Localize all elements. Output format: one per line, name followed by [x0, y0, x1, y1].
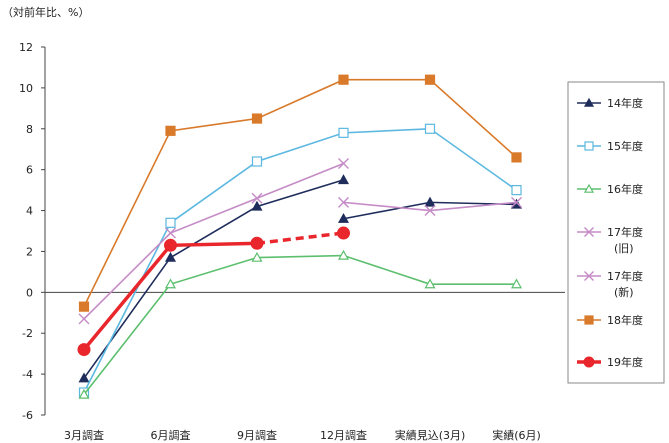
x-tick-label: 9月調査 [237, 428, 277, 442]
data-point [165, 217, 176, 228]
data-point [583, 183, 595, 193]
y-tick-label: 2 [26, 245, 33, 258]
data-point [164, 278, 177, 289]
legend-label: 14年度 [607, 96, 643, 110]
data-point [584, 315, 594, 325]
data-point [251, 156, 263, 167]
legend-label: 17年度 [607, 225, 643, 239]
series-1 [78, 123, 522, 398]
series-line [83, 127, 517, 393]
data-point [424, 205, 436, 217]
data-point [251, 251, 263, 262]
data-point [424, 278, 436, 289]
y-tick-label: 4 [26, 205, 33, 218]
data-point [164, 251, 177, 262]
data-point [250, 236, 264, 250]
data-point [583, 97, 595, 107]
data-point [78, 313, 90, 325]
data-point [78, 372, 90, 383]
data-point [251, 113, 263, 124]
data-point [251, 200, 263, 211]
data-point [511, 196, 522, 208]
data-point [338, 158, 349, 170]
legend-label: 18年度 [607, 313, 643, 327]
data-point-stroke [338, 158, 349, 170]
data-point [511, 185, 522, 196]
series-line-dashed [256, 231, 344, 246]
data-point [424, 123, 436, 134]
legend-label-sub: (旧) [614, 242, 634, 255]
series-line [83, 179, 344, 379]
data-point-stroke [251, 192, 263, 204]
y-tick-label: 6 [26, 164, 33, 177]
data-point [78, 301, 90, 312]
data-point [583, 356, 595, 368]
data-point [165, 227, 176, 239]
series-line [83, 254, 517, 396]
unit-label: （対前年比、%） [2, 5, 89, 19]
legend: 14年度 15年度 16年度 17年度 (旧) 17年度 (新) 18年度 19年度 [567, 81, 665, 384]
plot-area [77, 74, 523, 399]
data-point-stroke [78, 313, 90, 325]
series-4 [78, 158, 349, 325]
data-point [77, 343, 91, 357]
series-0 [78, 174, 523, 383]
data-point [511, 152, 522, 163]
data-point [165, 125, 176, 136]
data-point [424, 74, 436, 85]
y-tick-label: -4 [22, 368, 33, 381]
data-point-stroke [338, 196, 349, 208]
data-point [78, 388, 90, 399]
data-point [584, 141, 594, 151]
data-point-stroke [165, 227, 176, 239]
series-line [83, 78, 518, 307]
data-point [251, 192, 263, 204]
data-point [164, 238, 177, 252]
series-3 [338, 196, 522, 217]
series-6 [77, 226, 350, 357]
data-point-stroke [584, 271, 594, 281]
y-tick-label: 0 [26, 286, 33, 299]
y-tick-label: 8 [26, 123, 33, 136]
data-point [337, 212, 350, 223]
data-point-stroke [424, 205, 436, 217]
y-tick-label: 10 [19, 82, 33, 95]
data-point [584, 227, 594, 237]
x-tick-label: 実績見込(3月) [395, 428, 466, 442]
data-point [337, 249, 350, 260]
y-tick-label: 12 [19, 41, 33, 54]
x-tick-label: 12月調査 [320, 428, 367, 442]
series-line [83, 162, 344, 320]
data-point [337, 174, 350, 185]
data-point [337, 226, 350, 240]
legend-label: 16年度 [607, 182, 643, 196]
data-point [338, 127, 349, 138]
data-point [510, 278, 523, 289]
y-tick-label: -6 [22, 409, 33, 422]
x-tick-label: 6月調査 [151, 428, 191, 442]
series-5 [78, 74, 522, 312]
data-point-stroke [511, 196, 522, 208]
x-tick-label: 実績(6月) [492, 428, 541, 442]
legend-label-sub: (新) [614, 285, 634, 299]
x-tick-label: 3月調査 [64, 428, 104, 442]
y-tick-label: -2 [22, 327, 33, 340]
legend-label: 19年度 [607, 355, 643, 369]
data-point [584, 271, 594, 281]
y-axis: 12 10 8 6 4 2 0 -2 -4 -6 [19, 41, 46, 422]
data-point [338, 74, 349, 85]
data-point [338, 196, 349, 208]
legend-label: 17年度 [607, 269, 643, 283]
legend-label: 15年度 [607, 139, 643, 153]
series-2 [78, 249, 523, 399]
data-point-stroke [584, 227, 594, 237]
data-point [424, 196, 436, 207]
